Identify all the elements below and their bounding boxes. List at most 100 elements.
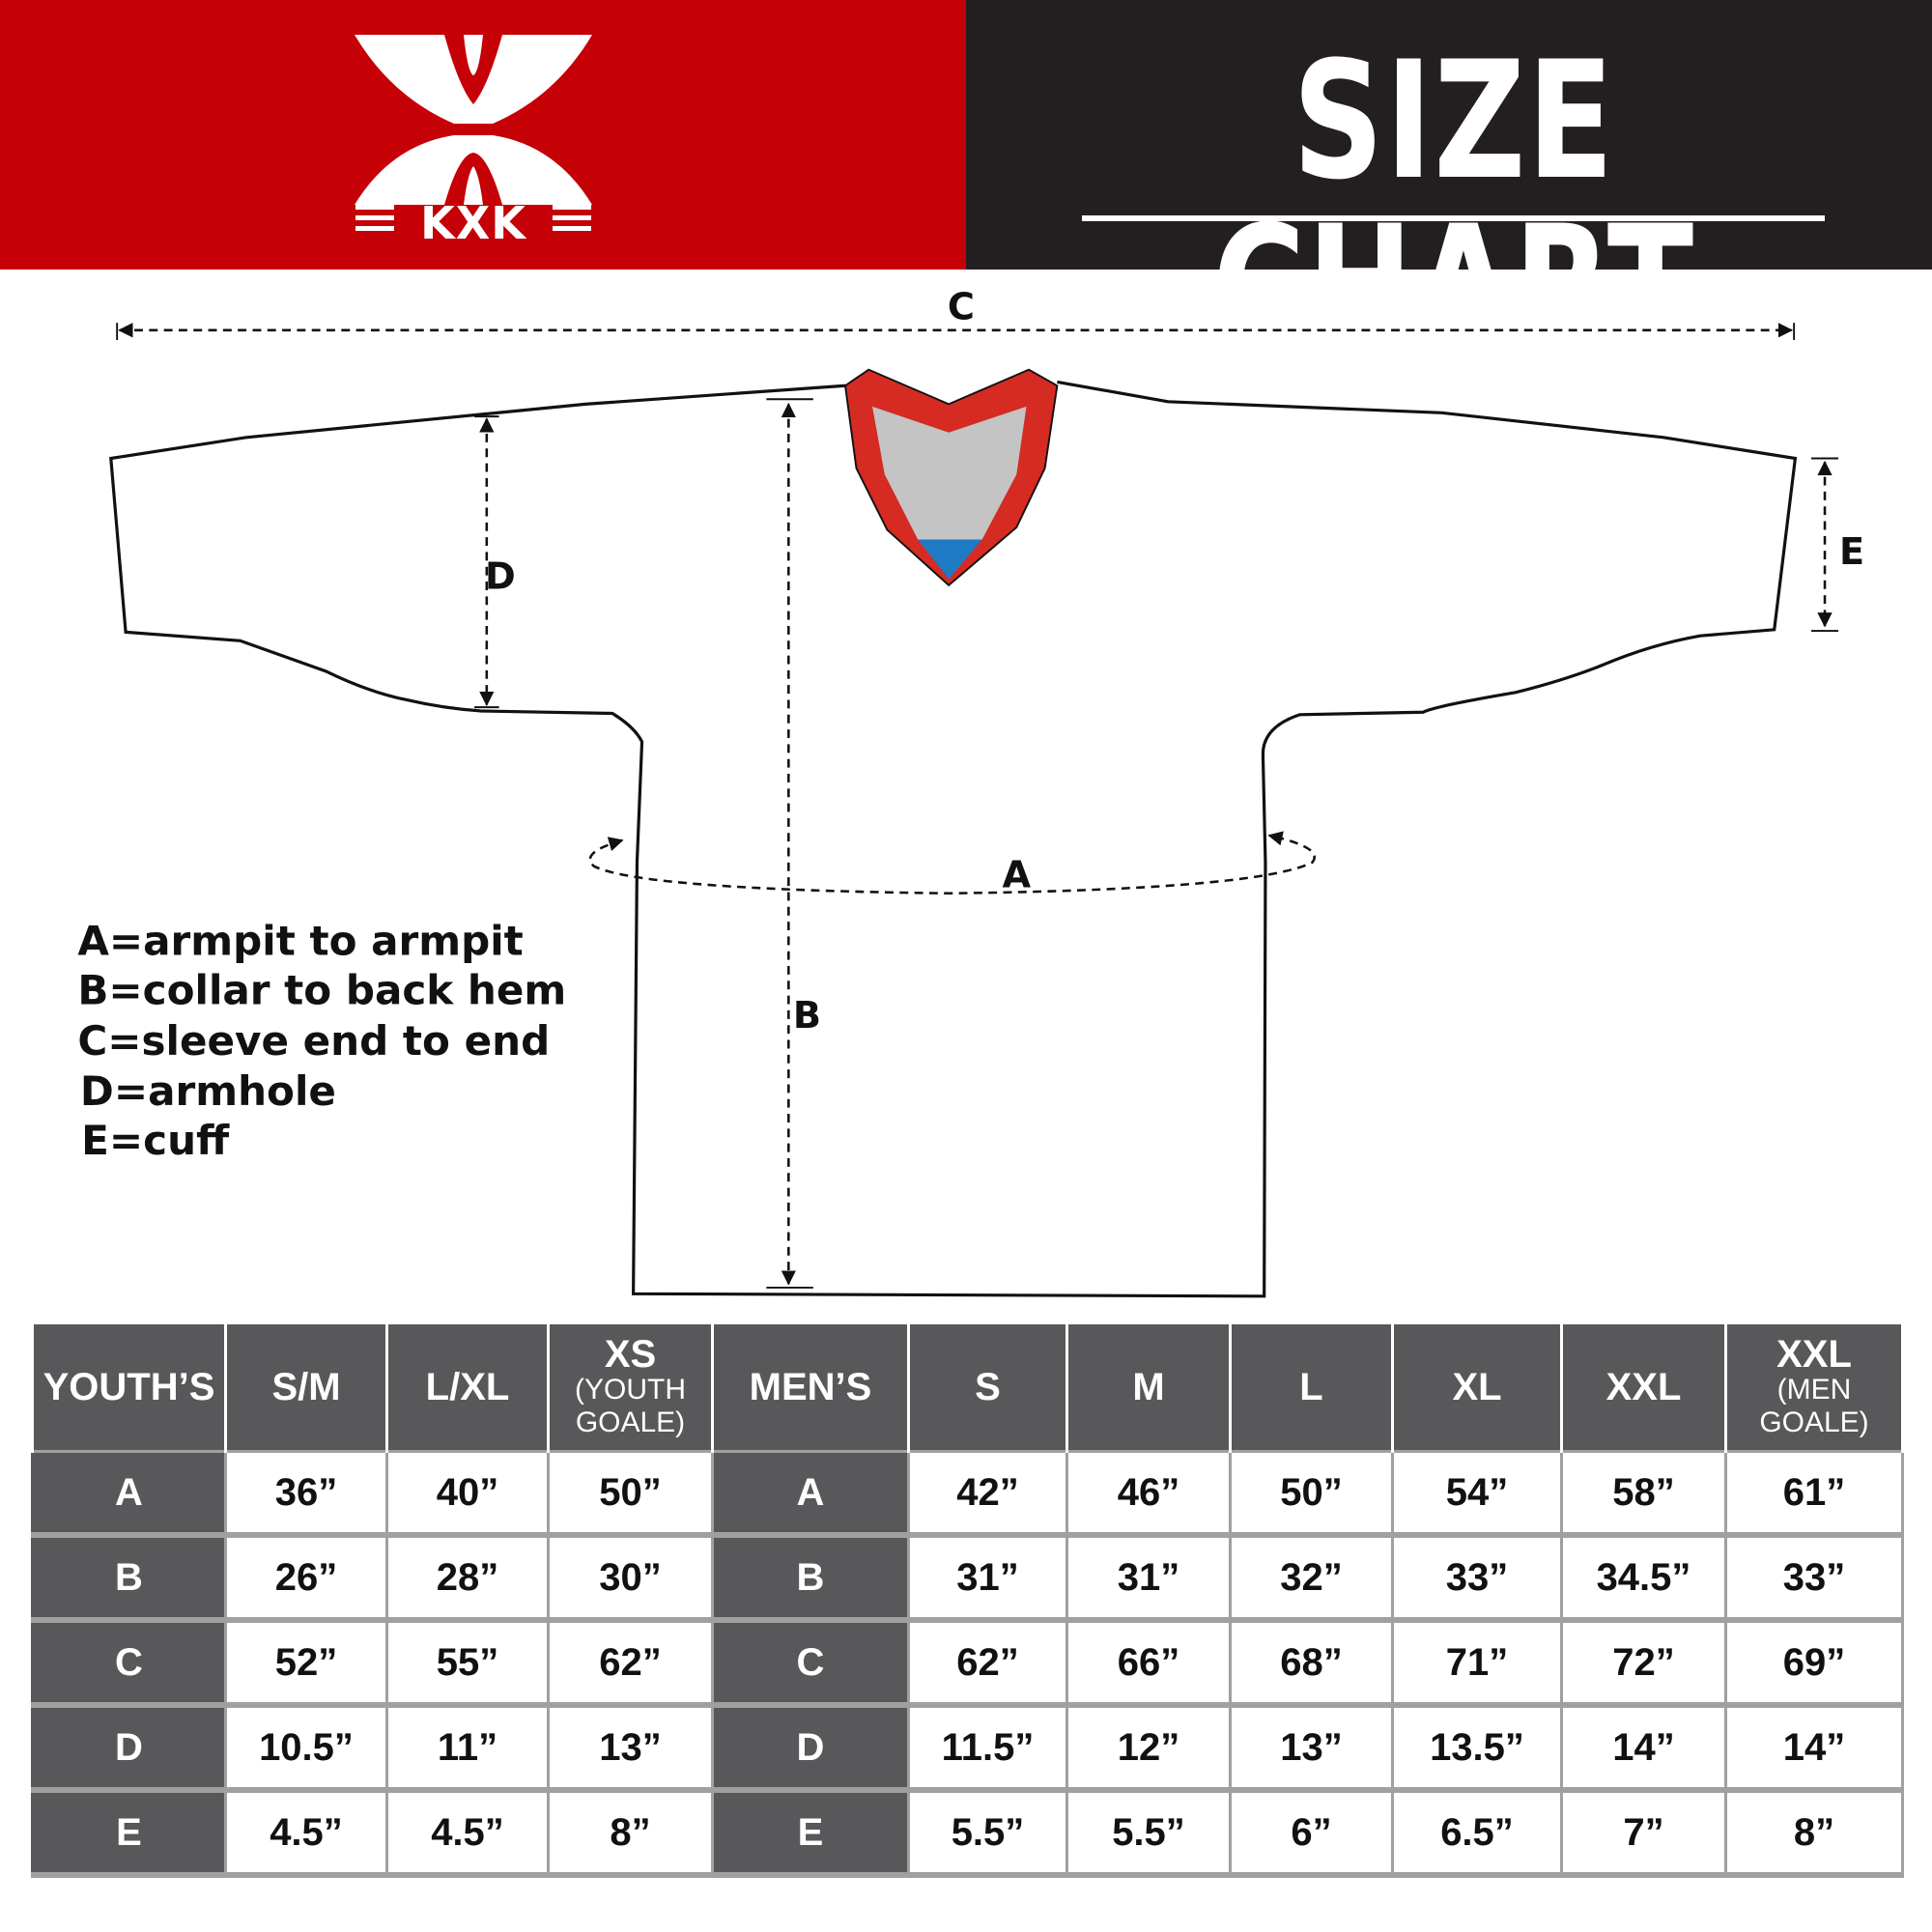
measurement-value: 40” [385,1450,550,1538]
legend-item: E=cuff [81,1117,230,1164]
size-label: L/XL [425,1366,510,1408]
label-b: B [793,994,821,1037]
size-label: XXL [1605,1366,1682,1408]
collar-inner-gray [872,406,1027,540]
measurement-value: 11.5” [907,1703,1068,1793]
title-underline [1082,215,1825,221]
measurement-value: 13.5” [1391,1703,1563,1793]
measurement-value: 42” [907,1450,1068,1538]
measurement-value: 31” [907,1533,1068,1623]
logo-stripes [355,205,591,231]
size-header: L [1229,1324,1394,1452]
table-row: A 36” 40” 50” A 42” 46” 50” 54” 58” 61” [31,1450,1904,1538]
measurement-value: 26” [224,1533,388,1623]
logo-text: KXK [420,197,527,242]
measurement-value: 33” [1391,1533,1563,1623]
youth-section-header: YOUTH’S [31,1324,227,1452]
table-row: D 10.5” 11” 13” D 11.5” 12” 13” 13.5” 14” 14” [31,1703,1904,1793]
label-a: A [1002,853,1031,896]
measurement-value: 55” [385,1618,550,1708]
page-title: SIZE CHART [1212,26,1695,380]
label-d: D [485,555,516,599]
measurement-label: C [31,1618,227,1708]
label-c: C [948,285,975,328]
size-header: S/M [224,1324,388,1452]
measurement-value: 34.5” [1560,1533,1727,1623]
measurement-value: 71” [1391,1618,1563,1708]
measurement-value: 50” [1229,1450,1394,1538]
size-header: XXL [1560,1324,1727,1452]
legend-item: A=armpit to armpit [77,918,523,965]
measurement-value: 7” [1560,1788,1727,1878]
measurement-value: 4.5” [385,1788,550,1878]
size-header: XL [1391,1324,1563,1452]
collar-blue-insert [918,539,982,580]
size-label: S/M [271,1366,341,1408]
legend-item: C=sleeve end to end [77,1017,550,1065]
measurement-value: 72” [1560,1618,1727,1708]
measurement-value: 30” [547,1533,714,1623]
label-e: E [1839,530,1864,574]
measurement-value: 8” [547,1788,714,1878]
measurement-value: 69” [1724,1618,1904,1708]
size-header: S [907,1324,1068,1452]
measurement-value: 11” [385,1703,550,1793]
measurement-label: E [31,1788,227,1878]
size-sublabel: (MEN GOALE) [1759,1373,1869,1439]
measurement-value: 14” [1560,1703,1727,1793]
measurement-value: 54” [1391,1450,1563,1538]
brand-banner [0,0,966,270]
measurement-value: 28” [385,1533,550,1623]
measurement-label: B [31,1533,227,1623]
size-label: XXL [1776,1332,1852,1376]
measurement-value: 10.5” [224,1703,388,1793]
table-row: C 52” 55” 62” C 62” 66” 68” 71” 72” 69” [31,1618,1904,1708]
measurement-value: 68” [1229,1618,1394,1708]
kxk-logo: KXK [355,35,592,242]
measurement-value: 4.5” [224,1788,388,1878]
size-label: S [975,1366,1001,1408]
size-label: XS [604,1332,657,1376]
measurement-value: 52” [224,1618,388,1708]
table-header-row: YOUTH’S S/M L/XL XS (YOUTH GOALE) MEN’S S M L XL X… [31,1324,1904,1452]
measurement-value: 31” [1065,1533,1232,1623]
legend: A=armpit to armpit B=collar to back hem … [77,918,566,1165]
measurement-label: A [31,1450,227,1538]
measurement-label: E [711,1788,910,1878]
measurement-value: 12” [1065,1703,1232,1793]
measurement-value: 36” [224,1450,388,1538]
measurement-label: D [31,1703,227,1793]
measurement-value: 6.5” [1391,1788,1563,1878]
size-sublabel: (YOUTH GOALE) [575,1373,686,1439]
size-header: M [1065,1324,1232,1452]
size-label: L [1299,1366,1323,1408]
measurement-value: 5.5” [907,1788,1068,1878]
size-header: L/XL [385,1324,550,1452]
size-header: XS (YOUTH GOALE) [547,1324,714,1452]
legend-item: D=armhole [80,1067,336,1115]
measurement-label: A [711,1450,910,1538]
measurement-value: 8” [1724,1788,1904,1878]
title-banner [966,0,1932,270]
measurement-value: 32” [1229,1533,1394,1623]
measurement-value: 50” [547,1450,714,1538]
measurement-value: 61” [1724,1450,1904,1538]
measurement-value: 13” [547,1703,714,1793]
measurement-label: C [711,1618,910,1708]
measurement-value: 62” [547,1618,714,1708]
men-section-header: MEN’S [711,1324,910,1452]
size-label: M [1132,1366,1165,1408]
measurement-value: 46” [1065,1450,1232,1538]
measurement-label: B [711,1533,910,1623]
table-row: B 26” 28” 30” B 31” 31” 32” 33” 34.5” 33” [31,1533,1904,1623]
size-label: XL [1452,1366,1502,1408]
measurement-value: 5.5” [1065,1788,1232,1878]
measurement-value: 58” [1560,1450,1727,1538]
legend-item: B=collar to back hem [77,967,566,1014]
measurement-value: 33” [1724,1533,1904,1623]
measure-a-curve [588,831,1316,895]
measurement-value: 62” [907,1618,1068,1708]
table-row: E 4.5” 4.5” 8” E 5.5” 5.5” 6” 6.5” 7” 8” [31,1788,1904,1878]
measurement-value: 66” [1065,1618,1232,1708]
